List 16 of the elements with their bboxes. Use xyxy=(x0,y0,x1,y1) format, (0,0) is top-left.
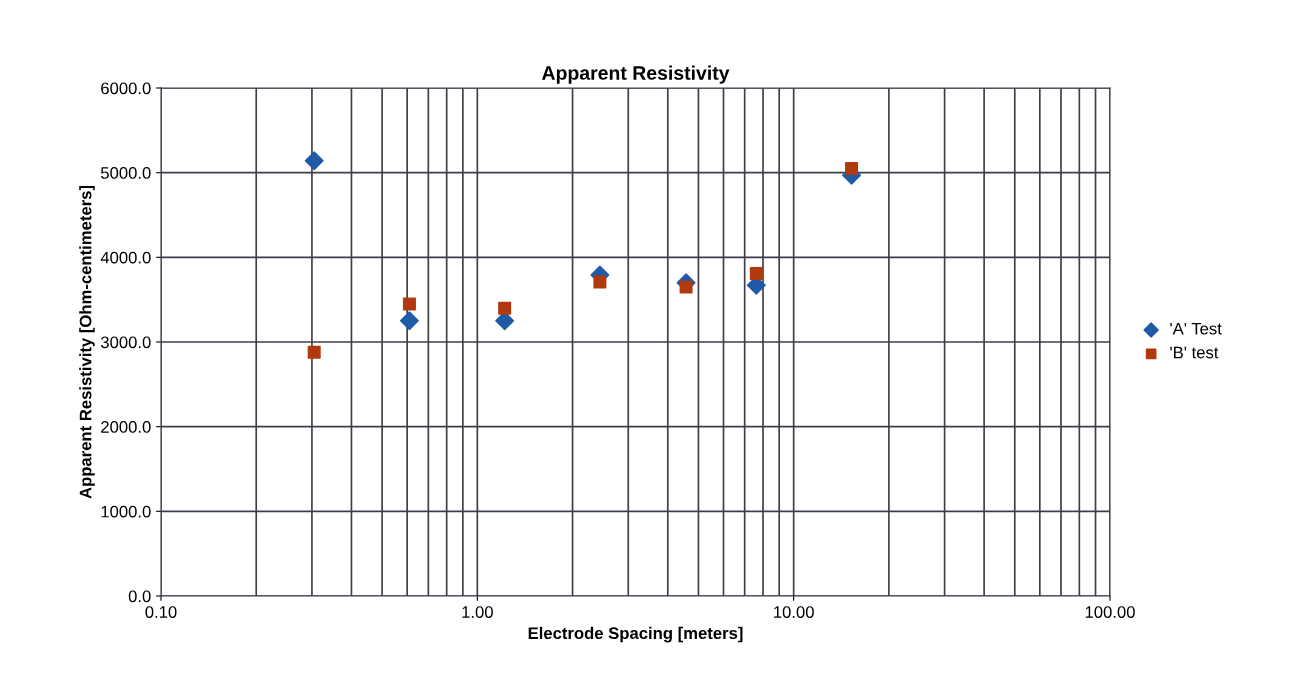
y-tick-label: 5000.0 xyxy=(100,167,151,179)
y-axis-title: Apparent Resistivity [Ohm-centimeters] xyxy=(79,185,95,499)
y-tick-label: 4000.0 xyxy=(100,251,151,264)
y-tick-label: 1000.0 xyxy=(101,505,151,518)
x-tick-label: 1.00 xyxy=(462,606,493,618)
x-tick-label: 100.00 xyxy=(1085,606,1135,618)
chart-title: Apparent Resistivity xyxy=(541,65,730,84)
y-tick-label: 2000.0 xyxy=(101,421,151,433)
x-axis-title: Electrode Spacing [meters] xyxy=(528,626,743,643)
x-tick-label: 10.00 xyxy=(774,606,814,618)
x-tick-label: 0.10 xyxy=(145,606,177,618)
legend-label: 'B' test xyxy=(1170,346,1219,359)
y-tick-label: 3000.0 xyxy=(100,336,151,349)
y-tick-label: 0.0 xyxy=(128,590,151,603)
legend-label: 'A' Test xyxy=(1170,322,1222,335)
y-tick-label: 6000.0 xyxy=(101,82,151,95)
